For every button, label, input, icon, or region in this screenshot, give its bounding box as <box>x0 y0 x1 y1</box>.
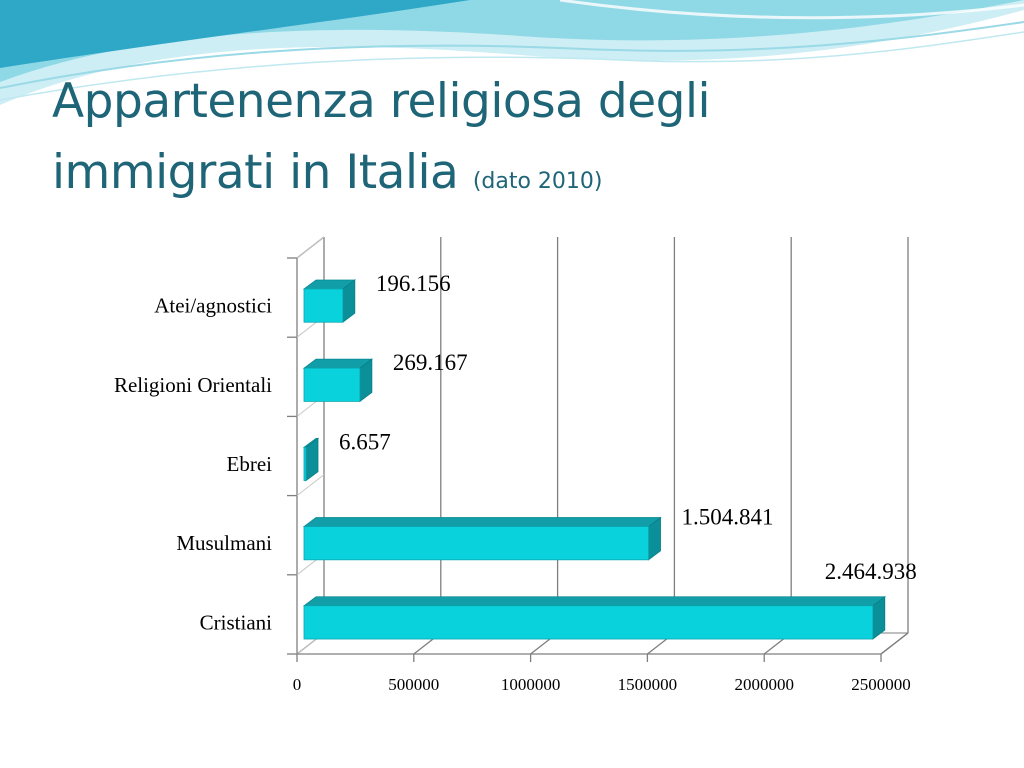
x-tick-label-1: 500000 <box>388 675 439 694</box>
decorative-wave-header <box>0 0 1024 105</box>
bar-front-1 <box>303 367 361 402</box>
slide-subtitle: (dato 2010) <box>472 169 603 194</box>
title-line-2: immigrati in Italia <box>52 145 459 200</box>
bar-3 <box>302 516 662 561</box>
x-tick-label-2: 1000000 <box>501 675 561 694</box>
bar-top-4 <box>302 596 887 607</box>
bar-front-2 <box>303 446 307 482</box>
value-label-2: 6.657 <box>339 429 391 454</box>
bar-1 <box>302 358 374 403</box>
value-label-3: 1.504.841 <box>682 505 774 530</box>
bar-4 <box>302 595 887 640</box>
slide-title: Appartenenza religiosa degli immigrati i… <box>52 66 992 217</box>
bar-front-0 <box>303 288 344 323</box>
floor-right-edge <box>880 632 909 655</box>
category-label-4: Cristiani <box>200 610 272 634</box>
bar-top-3 <box>302 517 662 527</box>
chart-bars <box>302 279 887 640</box>
value-label-4: 2.464.938 <box>825 559 917 584</box>
bar-2 <box>302 437 320 482</box>
bar-front-4 <box>303 605 874 640</box>
wall-separator-3 <box>296 474 325 496</box>
category-label-3: Musulmani <box>176 531 272 555</box>
x-tick-label-3: 1500000 <box>618 675 678 694</box>
category-label-2: Ebrei <box>227 452 273 476</box>
value-label-1: 269.167 <box>393 350 468 375</box>
chart-labels: 0 500000 1000000 1500000 2000000 2500000 Atei/… <box>114 271 917 694</box>
bar-0 <box>302 279 357 324</box>
bar-front-3 <box>303 526 649 561</box>
category-label-0: Atei/agnostici <box>154 294 272 318</box>
religion-bar-chart: 0 500000 1000000 1500000 2000000 2500000 Atei/… <box>114 236 917 694</box>
title-line-1: Appartenenza religiosa degli <box>52 74 711 129</box>
x-tick-label-5: 2500000 <box>851 675 911 694</box>
value-label-0: 196.156 <box>376 271 451 296</box>
wall-separator-0 <box>296 236 325 259</box>
x-tick-label-4: 2000000 <box>734 675 794 694</box>
x-tick-label-0: 0 <box>293 675 302 694</box>
category-label-1: Religioni Orientali <box>114 373 272 397</box>
